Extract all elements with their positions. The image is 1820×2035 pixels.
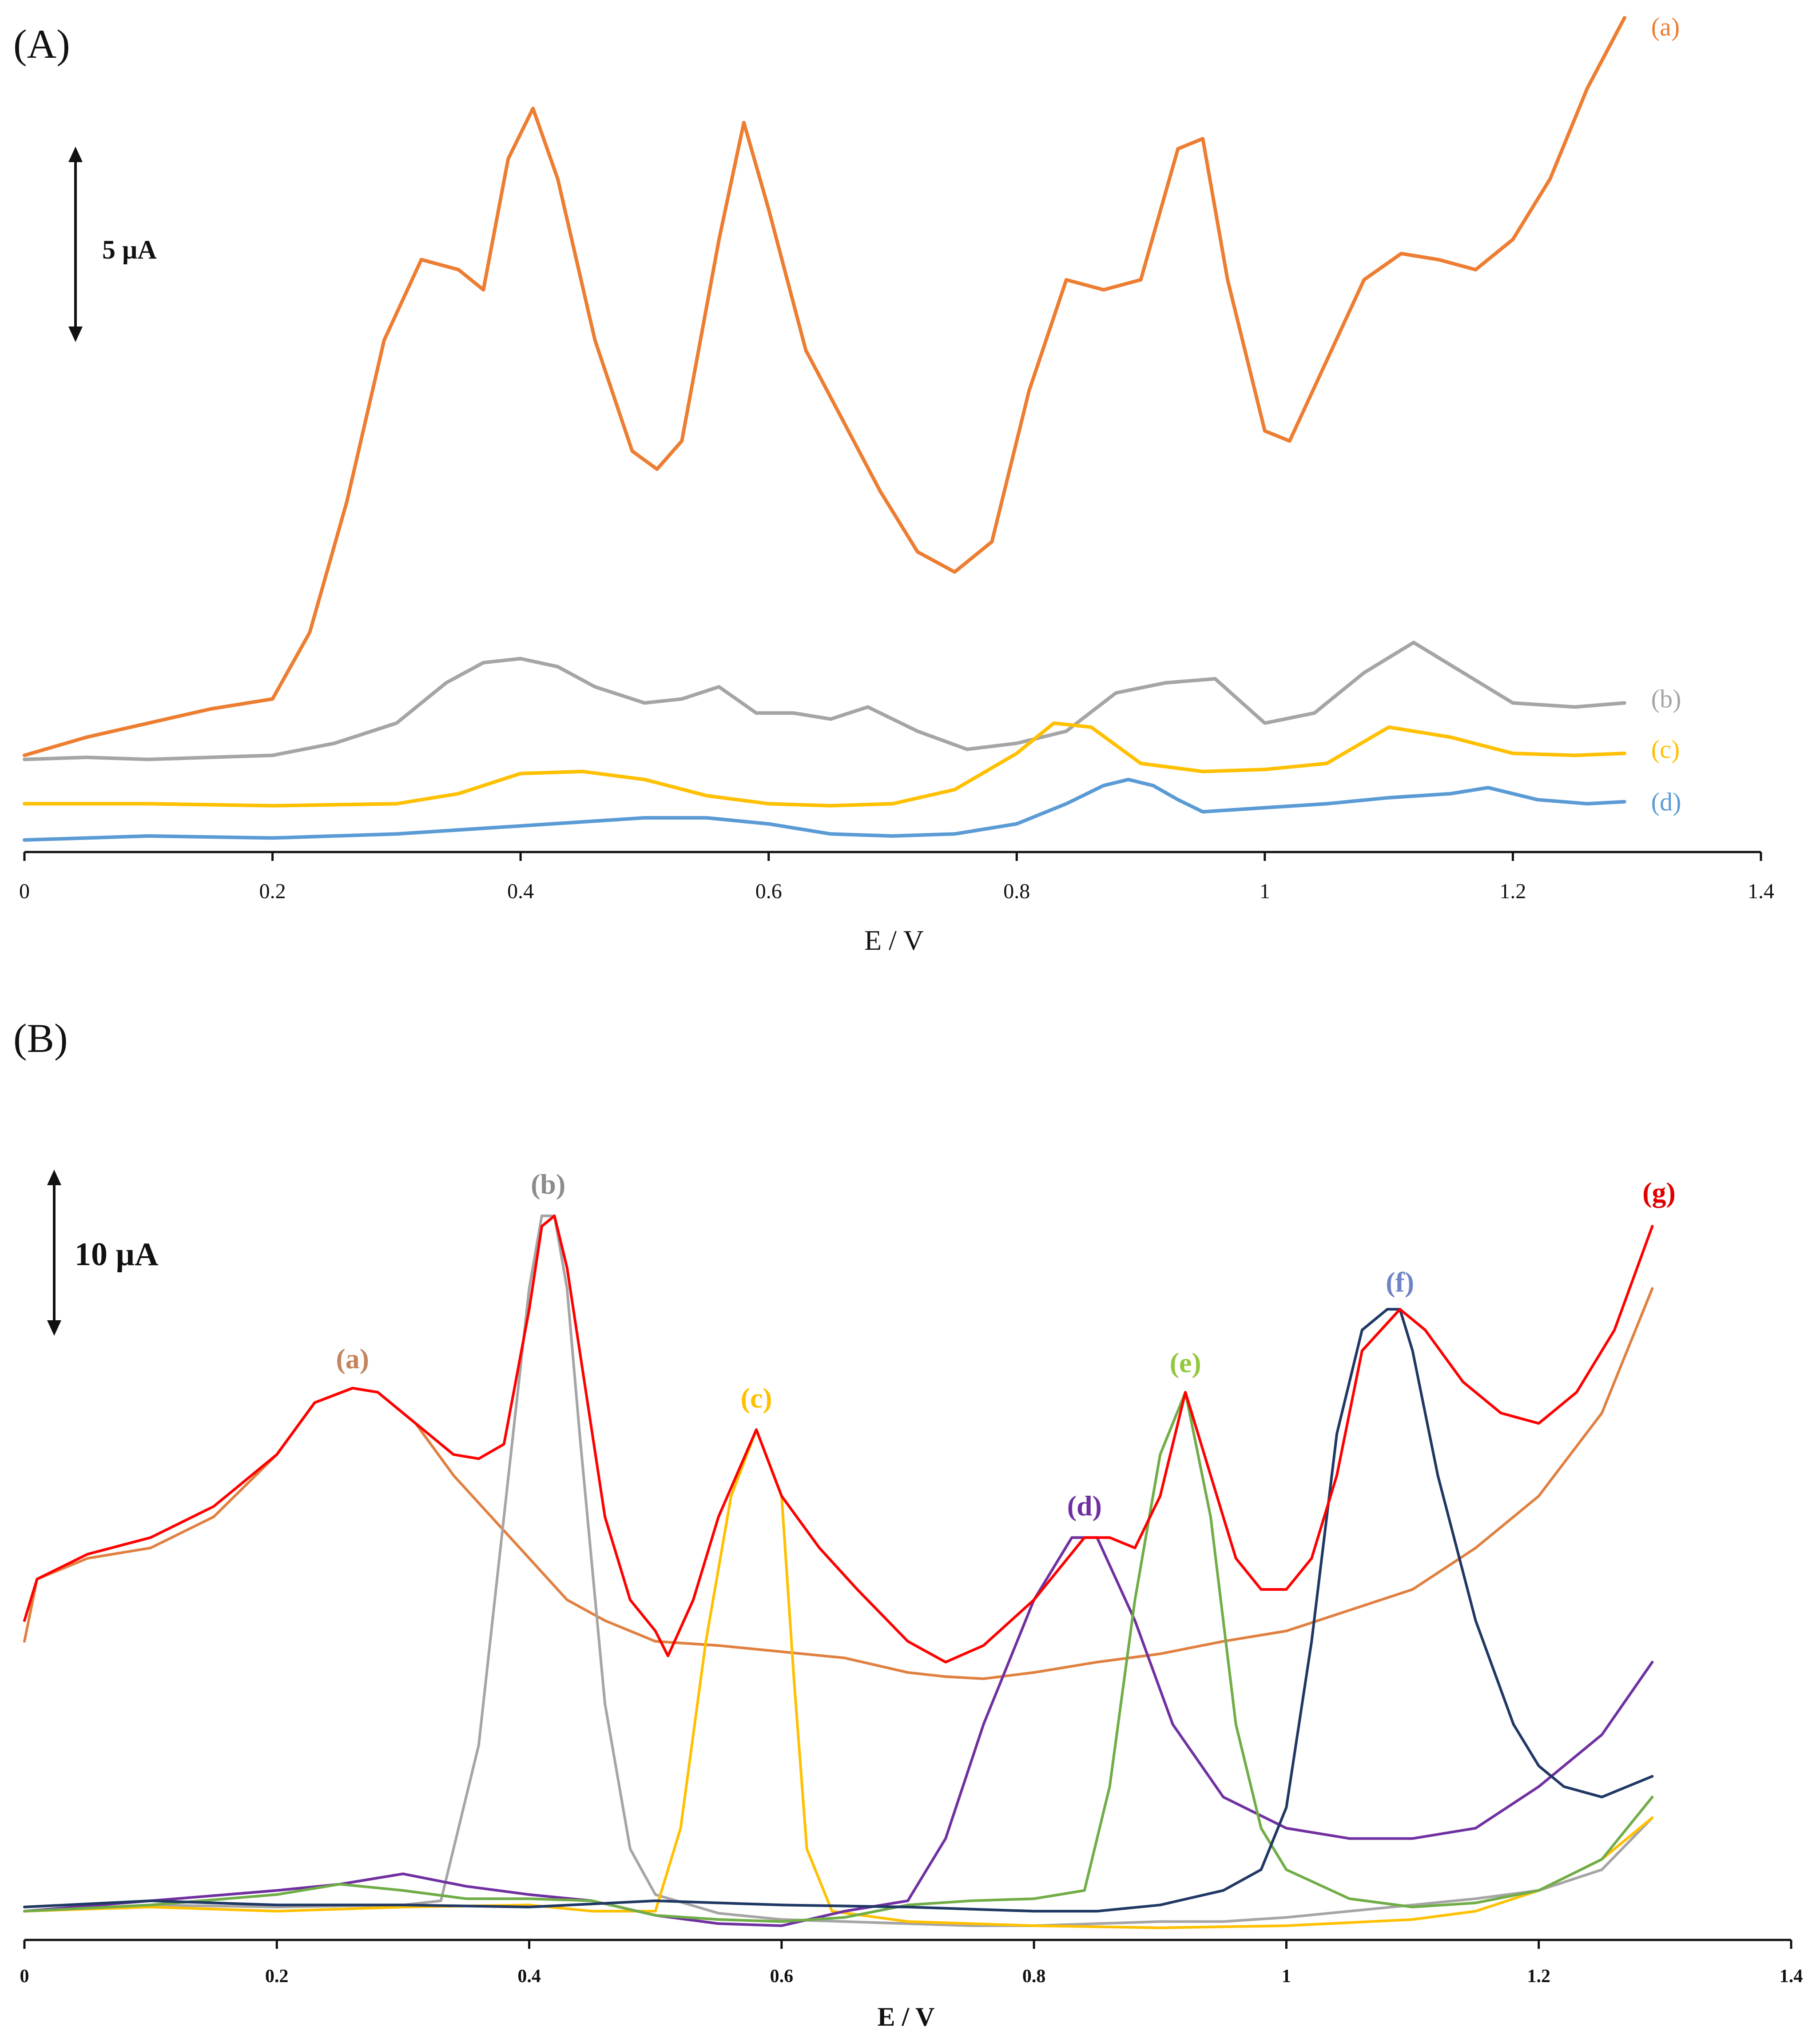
panel-a-x-tick-label: 0.2 — [259, 880, 286, 903]
panel-a-scale-bar-label: 5 µA — [102, 235, 157, 264]
panel-b-x-tick-label: 0.2 — [265, 1966, 289, 1987]
panel-b-peak-label: (c) — [741, 1382, 772, 1414]
panel-b-series-line — [23, 1536, 1654, 1927]
panel-a: (A) 5 µA 0 0.2 0.4 0.6 0.8 1 1.2 1.4 (a) (b) (c) (d… — [13, 12, 1774, 956]
panel-b-x-tick-label: 0.6 — [770, 1966, 794, 1987]
panel-b: (B) 10 µA 0 0.2 0.4 0.6 0.8 1 1.2 1.4 (a) (b) (c) (… — [13, 1016, 1803, 2031]
panel-b-series-line — [23, 1391, 1654, 1923]
panel-a-series-label: (a) — [1651, 12, 1680, 41]
panel-b-scale-bar-arrow-down — [47, 1320, 61, 1336]
panel-a-series-line — [23, 16, 1626, 757]
panel-b-peak-label: (g) — [1642, 1176, 1676, 1208]
panel-b-peak-label: (b) — [531, 1168, 565, 1200]
panel-a-series-line — [23, 721, 1626, 808]
panel-b-series-line — [23, 1308, 1654, 1913]
panel-b-scale-bar-label: 10 µA — [75, 1236, 159, 1273]
panel-b-x-tick-label: 0.4 — [517, 1966, 541, 1987]
panel-b-scale-bar: 10 µA — [47, 1170, 159, 1336]
panel-a-x-tick-label: 0.4 — [507, 880, 534, 903]
panel-b-scale-bar-arrow-up — [47, 1170, 61, 1185]
panel-a-scale-bar-arrow-down — [68, 327, 83, 342]
panel-b-x-tick-label: 0 — [20, 1966, 29, 1987]
panel-a-plot: 0 0.2 0.4 0.6 0.8 1 1.2 1.4 (a) (b) (c) (d) — [19, 12, 1774, 903]
panel-b-label: (B) — [13, 1016, 68, 1061]
panel-a-series-label: (d) — [1651, 788, 1681, 816]
panel-a-label: (A) — [13, 21, 70, 67]
panel-b-series-line — [23, 1215, 1654, 1664]
panel-a-x-tick-label: 1.2 — [1499, 880, 1526, 903]
panel-b-series-line — [23, 1428, 1654, 1929]
panel-b-x-tick-label: 1.2 — [1527, 1966, 1550, 1987]
panel-a-x-tick-label: 1.4 — [1748, 880, 1774, 903]
panel-b-series-line — [23, 1287, 1654, 1680]
panel-b-plot: 0 0.2 0.4 0.6 0.8 1 1.2 1.4 (a) (b) (c) (d) (e) (f) (g… — [20, 1168, 1803, 1987]
panel-a-series-line — [23, 777, 1626, 842]
panel-b-x-tick-label: 1.4 — [1780, 1966, 1803, 1987]
panel-b-peak-label: (f) — [1386, 1266, 1414, 1298]
panel-a-series-label: (c) — [1651, 735, 1680, 764]
panel-b-x-tick-label: 1 — [1282, 1966, 1291, 1987]
panel-a-scale-bar-arrow-up — [68, 147, 83, 162]
panel-a-x-tick-label: 0.6 — [755, 880, 782, 903]
panel-a-x-tick-label: 0.8 — [1003, 880, 1030, 903]
panel-a-series-label: (b) — [1651, 684, 1681, 713]
panel-a-x-tick-label: 0 — [19, 880, 30, 903]
panel-b-peak-label: (d) — [1067, 1490, 1102, 1521]
panel-b-peak-label: (a) — [336, 1343, 369, 1374]
panel-b-series-line — [23, 1215, 1654, 1927]
panel-b-peak-label: (e) — [1170, 1347, 1201, 1378]
panel-a-x-tick-label: 1 — [1260, 880, 1270, 903]
panel-b-x-axis-label: E / V — [878, 2002, 935, 2031]
panel-a-x-axis-label: E / V — [864, 924, 924, 956]
panel-a-series-line — [23, 641, 1626, 761]
panel-b-x-tick-label: 0.8 — [1022, 1966, 1046, 1987]
panel-a-scale-bar: 5 µA — [68, 147, 157, 342]
